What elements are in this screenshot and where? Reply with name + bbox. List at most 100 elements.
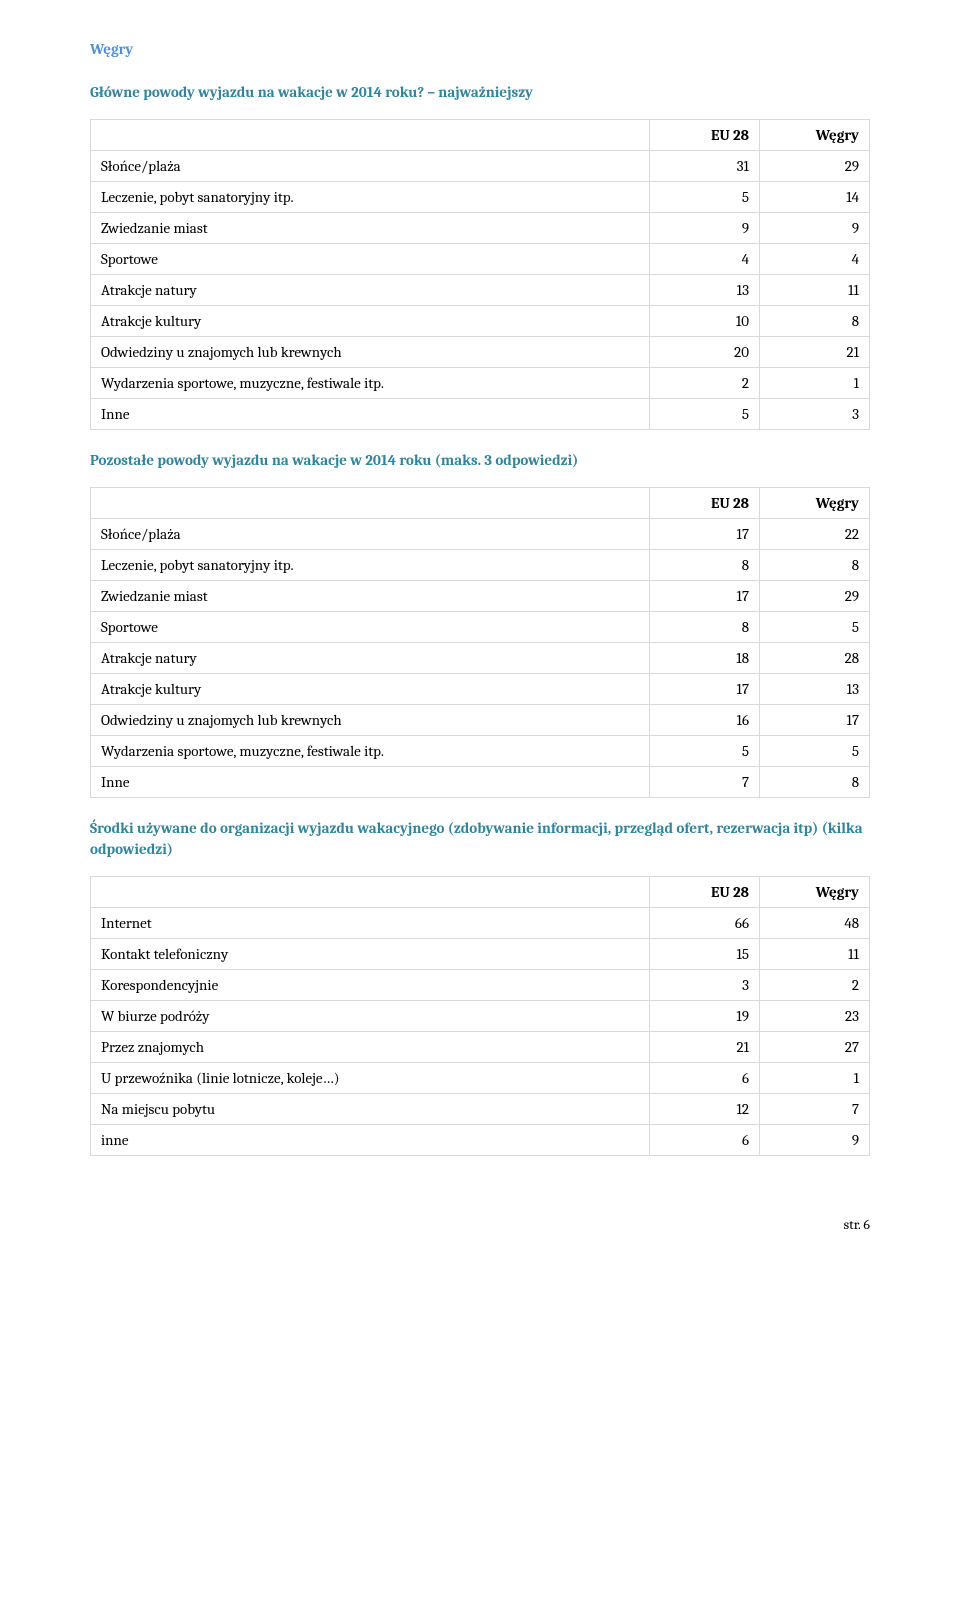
row-value-eu28: 9 <box>650 213 760 244</box>
table-row: Słońce/plaża3129 <box>91 151 870 182</box>
table-row: Przez znajomych2127 <box>91 1032 870 1063</box>
row-value-eu28: 13 <box>650 275 760 306</box>
row-value-eu28: 5 <box>650 399 760 430</box>
col-header: EU 28 <box>650 877 760 908</box>
question-3: Środki używane do organizacji wyjazdu wa… <box>90 818 870 860</box>
table-row: Odwiedziny u znajomych lub krewnych1617 <box>91 705 870 736</box>
row-label: Sportowe <box>91 612 650 643</box>
row-label: Inne <box>91 767 650 798</box>
table-row: Internet6648 <box>91 908 870 939</box>
row-label: U przewoźnika (linie lotnicze, koleje…) <box>91 1063 650 1094</box>
col-header: Węgry <box>760 877 870 908</box>
row-label: Leczenie, pobyt sanatoryjny itp. <box>91 182 650 213</box>
table-row: inne69 <box>91 1125 870 1156</box>
country-header: Węgry <box>90 40 870 58</box>
table-row: Wydarzenia sportowe, muzyczne, festiwale… <box>91 736 870 767</box>
row-value-eu28: 3 <box>650 970 760 1001</box>
row-label: Atrakcje kultury <box>91 674 650 705</box>
row-value-eu28: 8 <box>650 612 760 643</box>
row-value-eu28: 12 <box>650 1094 760 1125</box>
question-1: Główne powody wyjazdu na wakacje w 2014 … <box>90 82 870 103</box>
row-label: Wydarzenia sportowe, muzyczne, festiwale… <box>91 736 650 767</box>
row-value-country: 14 <box>760 182 870 213</box>
table-3-body: Internet6648Kontakt telefoniczny1511Kore… <box>91 908 870 1156</box>
table-row: Zwiedzanie miast99 <box>91 213 870 244</box>
row-value-eu28: 5 <box>650 736 760 767</box>
row-value-country: 23 <box>760 1001 870 1032</box>
row-label: Zwiedzanie miast <box>91 581 650 612</box>
row-value-country: 5 <box>760 612 870 643</box>
table-2: EU 28 Węgry Słońce/plaża1722Leczenie, po… <box>90 487 870 798</box>
row-value-country: 7 <box>760 1094 870 1125</box>
table-row: U przewoźnika (linie lotnicze, koleje…)6… <box>91 1063 870 1094</box>
row-value-country: 21 <box>760 337 870 368</box>
row-label: Inne <box>91 399 650 430</box>
row-value-country: 29 <box>760 151 870 182</box>
table-row: Kontakt telefoniczny1511 <box>91 939 870 970</box>
row-value-country: 22 <box>760 519 870 550</box>
row-value-country: 9 <box>760 213 870 244</box>
row-value-country: 27 <box>760 1032 870 1063</box>
row-label: Na miejscu pobytu <box>91 1094 650 1125</box>
row-value-eu28: 2 <box>650 368 760 399</box>
row-label: Atrakcje kultury <box>91 306 650 337</box>
col-header <box>91 488 650 519</box>
table-row: Zwiedzanie miast1729 <box>91 581 870 612</box>
row-value-eu28: 66 <box>650 908 760 939</box>
row-value-eu28: 15 <box>650 939 760 970</box>
row-value-country: 8 <box>760 306 870 337</box>
table-row: Leczenie, pobyt sanatoryjny itp.88 <box>91 550 870 581</box>
table-row: Leczenie, pobyt sanatoryjny itp.514 <box>91 182 870 213</box>
row-value-eu28: 18 <box>650 643 760 674</box>
row-value-eu28: 6 <box>650 1063 760 1094</box>
row-value-eu28: 16 <box>650 705 760 736</box>
row-value-country: 1 <box>760 1063 870 1094</box>
table-row: Słońce/plaża1722 <box>91 519 870 550</box>
row-value-eu28: 10 <box>650 306 760 337</box>
row-label: Kontakt telefoniczny <box>91 939 650 970</box>
row-value-country: 5 <box>760 736 870 767</box>
col-header: EU 28 <box>650 120 760 151</box>
row-value-eu28: 17 <box>650 519 760 550</box>
table-row: Na miejscu pobytu127 <box>91 1094 870 1125</box>
row-value-country: 2 <box>760 970 870 1001</box>
table-row: Atrakcje natury1828 <box>91 643 870 674</box>
row-label: inne <box>91 1125 650 1156</box>
table-row: Atrakcje kultury108 <box>91 306 870 337</box>
row-label: Atrakcje natury <box>91 275 650 306</box>
col-header: Węgry <box>760 120 870 151</box>
row-label: Odwiedziny u znajomych lub krewnych <box>91 705 650 736</box>
table-row: Sportowe44 <box>91 244 870 275</box>
row-value-country: 11 <box>760 939 870 970</box>
col-header <box>91 877 650 908</box>
row-value-eu28: 21 <box>650 1032 760 1063</box>
row-value-country: 29 <box>760 581 870 612</box>
row-value-eu28: 8 <box>650 550 760 581</box>
row-label: W biurze podróży <box>91 1001 650 1032</box>
question-2: Pozostałe powody wyjazdu na wakacje w 20… <box>90 450 870 471</box>
col-header <box>91 120 650 151</box>
row-label: Atrakcje natury <box>91 643 650 674</box>
row-label: Słońce/plaża <box>91 151 650 182</box>
row-value-eu28: 20 <box>650 337 760 368</box>
table-row: W biurze podróży1923 <box>91 1001 870 1032</box>
row-label: Słońce/plaża <box>91 519 650 550</box>
row-label: Internet <box>91 908 650 939</box>
table-row: Inne78 <box>91 767 870 798</box>
row-value-country: 11 <box>760 275 870 306</box>
table-row: Atrakcje kultury1713 <box>91 674 870 705</box>
row-value-country: 4 <box>760 244 870 275</box>
col-header: EU 28 <box>650 488 760 519</box>
row-value-country: 28 <box>760 643 870 674</box>
row-value-country: 13 <box>760 674 870 705</box>
table-row: Inne53 <box>91 399 870 430</box>
table-1: EU 28 Węgry Słońce/plaża3129Leczenie, po… <box>90 119 870 430</box>
row-label: Odwiedziny u znajomych lub krewnych <box>91 337 650 368</box>
row-label: Sportowe <box>91 244 650 275</box>
row-label: Leczenie, pobyt sanatoryjny itp. <box>91 550 650 581</box>
row-value-country: 8 <box>760 767 870 798</box>
row-value-country: 1 <box>760 368 870 399</box>
table-1-body: Słońce/plaża3129Leczenie, pobyt sanatory… <box>91 151 870 430</box>
table-3: EU 28 Węgry Internet6648Kontakt telefoni… <box>90 876 870 1156</box>
row-value-country: 8 <box>760 550 870 581</box>
